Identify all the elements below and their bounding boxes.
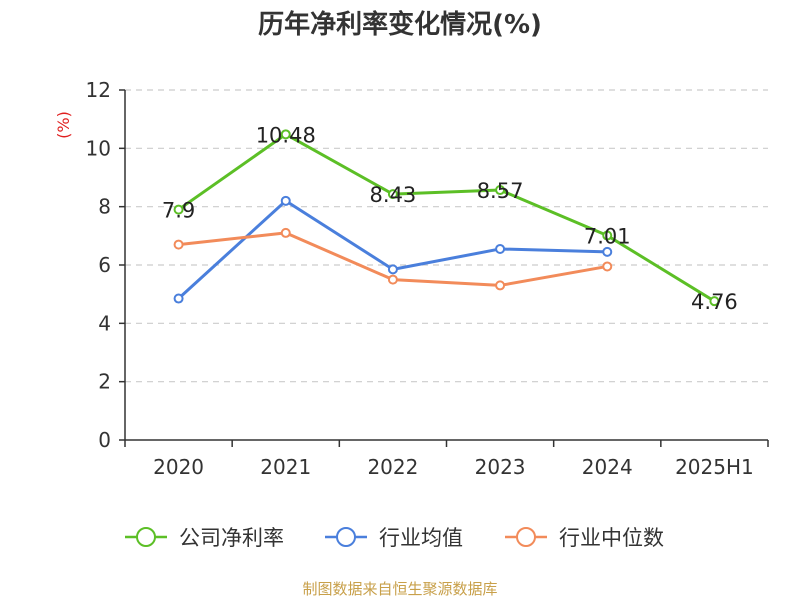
grid-lines	[125, 89, 768, 383]
legend-item[interactable]: 行业中位数	[505, 526, 664, 550]
y-tick-label: 4	[98, 311, 111, 335]
data-point	[387, 189, 398, 200]
data-point	[602, 246, 613, 257]
data-point	[602, 230, 613, 241]
data-point	[280, 129, 291, 140]
x-tick-label: 2021	[260, 455, 311, 479]
x-tick-label: 2023	[475, 455, 526, 479]
chart-title: 历年净利率变化情况(%)	[258, 9, 542, 40]
data-point	[280, 195, 291, 206]
legend-label: 行业均值	[379, 526, 463, 550]
axes: 0 2 4 6 8 10 12 2020 2021 2022 2023 2024 2025H1	[86, 78, 769, 479]
data-point	[173, 293, 184, 304]
data-point	[173, 239, 184, 250]
legend-marker-icon	[136, 527, 156, 547]
data-point	[602, 261, 613, 272]
legend: 公司净利率 行业均值 行业中位数	[125, 526, 664, 550]
series-2	[173, 195, 613, 304]
x-tick-label: 2025H1	[675, 455, 754, 479]
series-line	[177, 132, 716, 303]
data-point	[387, 274, 398, 285]
legend-marker-icon	[336, 527, 356, 547]
y-tick-label: 2	[98, 370, 111, 394]
x-tick-label: 2024	[582, 455, 633, 479]
series-3	[173, 227, 613, 291]
y-tick-label: 8	[98, 195, 111, 219]
data-label: 7.01	[584, 225, 631, 249]
source-note: 制图数据来自恒生聚源数据库	[302, 580, 497, 598]
y-axis-unit: (%)	[54, 111, 73, 139]
data-label: 4.76	[691, 290, 738, 314]
data-label: 7.9	[162, 199, 195, 223]
y-tick-label: 12	[86, 78, 111, 102]
x-tick-label: 2022	[367, 455, 418, 479]
x-tick-label: 2020	[153, 455, 204, 479]
data-label: 8.57	[477, 179, 524, 203]
legend-item[interactable]: 行业均值	[325, 526, 463, 550]
data-point	[280, 227, 291, 238]
data-point	[495, 280, 506, 291]
series-1	[173, 129, 720, 307]
y-tick-label: 6	[98, 253, 111, 277]
series-lines	[173, 129, 720, 307]
legend-label: 行业中位数	[559, 526, 664, 550]
data-point	[495, 243, 506, 254]
data-label: 10.48	[256, 123, 316, 147]
data-point	[709, 296, 720, 307]
data-label: 8.43	[370, 183, 417, 207]
y-tick-label: 0	[98, 428, 111, 452]
data-point	[387, 264, 398, 275]
legend-item[interactable]: 公司净利率	[125, 526, 284, 550]
legend-label: 公司净利率	[179, 526, 284, 550]
data-point	[173, 204, 184, 215]
y-tick-label: 10	[86, 136, 111, 160]
data-labels: 7.9 10.48 8.43 8.57 7.01 4.76	[162, 123, 738, 314]
legend-marker-icon	[516, 527, 536, 547]
data-point	[495, 185, 506, 196]
